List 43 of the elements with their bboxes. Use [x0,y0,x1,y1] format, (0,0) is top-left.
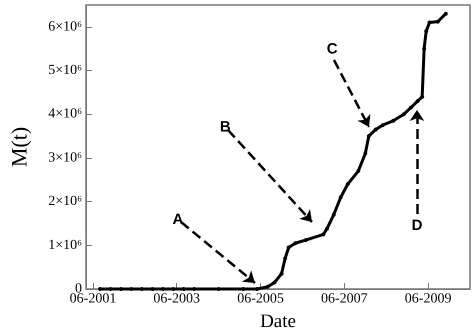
point [420,94,424,99]
point [98,287,102,291]
point [280,272,284,276]
point [422,46,426,51]
point [321,232,326,236]
y-tick-label: 3×10⁶ [48,150,82,166]
point [424,29,428,34]
point [374,128,378,132]
point [428,20,432,24]
point [293,241,298,246]
y-tick-label: 4×10⁶ [48,106,82,122]
point [408,106,413,110]
point [363,152,368,156]
x-tick-label: 06-2009 [404,292,452,306]
point [304,238,308,242]
point [416,99,420,104]
point [255,287,260,291]
annotation: B [220,118,231,136]
y-tick-label: 6×10⁶ [48,19,82,34]
x-tick-label: 06-2003 [153,292,200,306]
point [356,169,360,174]
x-tick-label: 06-2005 [237,292,284,306]
x-tick-label: 06-2007 [320,292,368,306]
y-tick-label: 1×10⁶ [48,238,82,253]
point [283,256,288,260]
y-tick-label: 2×10⁶ [48,194,82,210]
point [324,226,329,231]
annotation: C [326,40,338,58]
point [332,212,336,217]
x-axis-title: Date [260,311,296,332]
annotation: D [412,217,423,234]
point [380,123,385,128]
point [286,245,291,250]
y-tick-label: 5×10⁶ [48,63,82,78]
point [391,118,396,123]
point [266,284,270,289]
point [346,182,350,186]
y-axis-title: M(t) [6,126,32,168]
point [272,280,277,284]
point [436,20,440,24]
point [402,112,406,116]
point [444,12,448,16]
point [338,195,343,200]
